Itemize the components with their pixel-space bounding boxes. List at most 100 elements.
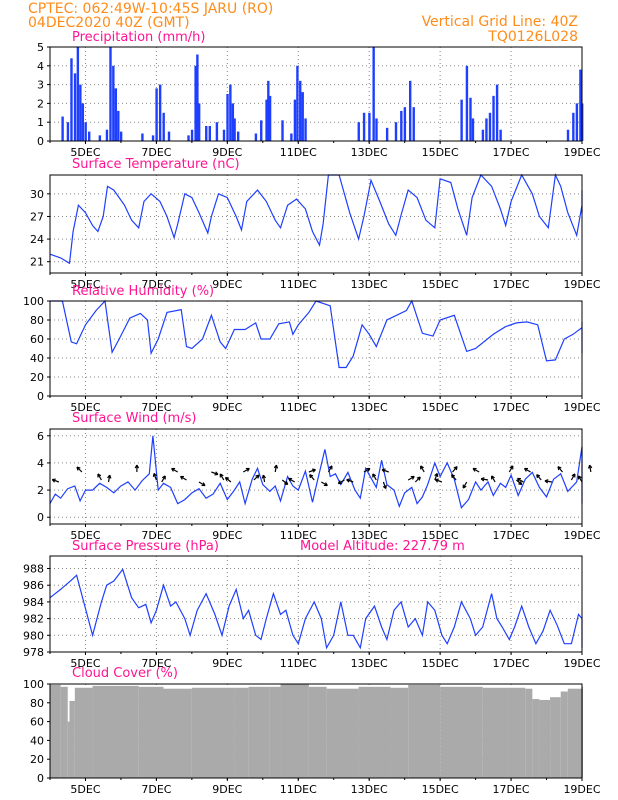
temp-xtick-label: 5DEC bbox=[70, 278, 100, 291]
wind-arrow bbox=[382, 481, 387, 490]
cloud-bar bbox=[532, 699, 540, 778]
humidity-xtick-label: 15DEC bbox=[422, 401, 459, 414]
precip-bar bbox=[112, 65, 115, 141]
wind-xtick-label: 9DEC bbox=[212, 529, 242, 542]
header-grid-line: Vertical Grid Line: 40Z bbox=[422, 14, 578, 30]
wind-arrow bbox=[577, 475, 583, 483]
wind-arrow bbox=[381, 468, 389, 473]
cloud-frame bbox=[49, 683, 583, 779]
cloud-bar bbox=[191, 687, 235, 778]
precip-bar bbox=[485, 118, 488, 141]
precip-bar bbox=[229, 84, 232, 141]
precip-bar bbox=[572, 112, 575, 141]
humidity-ytick-label: 0 bbox=[37, 390, 44, 403]
precip-bar bbox=[117, 110, 120, 141]
wind-arrow bbox=[407, 475, 415, 481]
header-station: CPTEC: 062:49W-10:45S JARU (RO) bbox=[28, 1, 273, 17]
temp-xtick-label: 9DEC bbox=[212, 278, 242, 291]
cloud-xtick-label: 11DEC bbox=[280, 783, 317, 796]
precip-bar bbox=[492, 95, 495, 141]
precip-bar bbox=[81, 103, 85, 141]
wind-arrow bbox=[451, 474, 457, 481]
precip-ytick-label: 0 bbox=[37, 135, 44, 148]
wind-arrow bbox=[308, 468, 316, 473]
precip-bar bbox=[76, 47, 80, 141]
wind-arrow bbox=[516, 479, 523, 486]
wind-xtick-label: 15DEC bbox=[422, 529, 459, 542]
humidity-xtick-label: 9DEC bbox=[212, 401, 242, 414]
cloud-bar bbox=[69, 700, 75, 778]
wind-arrow bbox=[224, 476, 232, 483]
temp-series-line bbox=[49, 172, 583, 265]
cloud-xtick-label: 19DEC bbox=[563, 783, 600, 796]
precip-ytick-label: 2 bbox=[37, 97, 44, 110]
precip-bar bbox=[197, 103, 201, 141]
wind-arrow bbox=[253, 474, 260, 481]
cloud-bar bbox=[269, 686, 281, 778]
humidity-xtick-label: 5DEC bbox=[70, 401, 100, 414]
pressure-xtick-label: 9DEC bbox=[212, 657, 242, 670]
pressure-xtick-label: 17DEC bbox=[493, 657, 530, 670]
temp-xtick-label: 19DEC bbox=[563, 278, 600, 291]
humidity-xtick-label: 13DEC bbox=[351, 401, 388, 414]
precip-bar bbox=[155, 88, 158, 141]
cloud-xtick-label: 13DEC bbox=[351, 783, 388, 796]
wind-arrow bbox=[97, 473, 102, 481]
precip-bar bbox=[79, 84, 82, 141]
precip-xtick-label: 17DEC bbox=[493, 146, 530, 159]
cloud-bar bbox=[163, 688, 192, 778]
humidity-ytick-label: 80 bbox=[30, 314, 44, 327]
precip-xtick-label: 19DEC bbox=[563, 146, 600, 159]
pressure-series-line bbox=[49, 568, 583, 650]
cloud-chart: Cloud Cover (%) 0 20 40 60 80 100 5DEC 7DEC 9DEC 1… bbox=[23, 666, 601, 796]
cloud-ytick-label: 100 bbox=[23, 678, 44, 691]
precip-bar bbox=[372, 47, 375, 141]
wind-xtick-label: 5DEC bbox=[70, 529, 100, 542]
wind-arrow bbox=[321, 481, 328, 487]
precip-bar bbox=[469, 97, 472, 141]
precip-bar bbox=[412, 107, 415, 141]
wind-series-line bbox=[49, 435, 583, 509]
cloud-bar bbox=[525, 688, 533, 778]
precip-bar bbox=[400, 110, 403, 141]
precip-bar bbox=[499, 129, 502, 141]
precip-bar bbox=[575, 103, 579, 141]
precip-bar bbox=[260, 120, 263, 141]
precip-xtick-label: 11DEC bbox=[280, 146, 317, 159]
precip-bar bbox=[194, 65, 197, 141]
wind-chart: Surface Wind (m/s) 0 2 4 6 5DEC 7DEC 9DEC 11DEC 1… bbox=[37, 411, 601, 542]
precip-bar bbox=[236, 131, 240, 141]
wind-ytick-label: 4 bbox=[37, 457, 44, 470]
cloud-bar bbox=[358, 686, 391, 778]
wind-arrow bbox=[508, 465, 514, 473]
wind-arrow bbox=[363, 467, 371, 473]
precip-xtick-label: 15DEC bbox=[422, 146, 459, 159]
temp-xtick-label: 17DEC bbox=[493, 278, 530, 291]
precip-bar bbox=[375, 118, 378, 141]
wind-ytick-label: 2 bbox=[37, 484, 44, 497]
cloud-bar bbox=[60, 686, 68, 778]
header-model: TQ0126L028 bbox=[487, 29, 578, 45]
humidity-xtick-label: 17DEC bbox=[493, 401, 530, 414]
temp-xtick-label: 11DEC bbox=[280, 278, 317, 291]
precip-xtick-label: 7DEC bbox=[141, 146, 171, 159]
precip-bar bbox=[98, 135, 102, 141]
precip-bar bbox=[290, 133, 293, 141]
humidity-chart: Relative Humidity (%) 0 20 40 60 80 100 5DEC 7DE… bbox=[23, 284, 601, 414]
precip-bar bbox=[205, 125, 208, 141]
precip-bar bbox=[362, 112, 366, 141]
cloud-ytick-label: 40 bbox=[30, 734, 44, 747]
precip-bar bbox=[84, 122, 87, 141]
pressure-ytick-label: 988 bbox=[23, 563, 44, 576]
wind-arrow bbox=[281, 479, 289, 486]
pressure-xtick-label: 15DEC bbox=[422, 657, 459, 670]
cloud-bar bbox=[50, 684, 61, 778]
wind-arrow bbox=[523, 467, 531, 473]
wind-arrow bbox=[337, 479, 345, 485]
wind-arrow bbox=[420, 465, 425, 473]
wind-arrow bbox=[211, 471, 219, 476]
cloud-bar bbox=[539, 699, 551, 778]
wind-xtick-label: 13DEC bbox=[351, 529, 388, 542]
precip-bar bbox=[368, 112, 371, 141]
precip-bar bbox=[66, 122, 70, 141]
